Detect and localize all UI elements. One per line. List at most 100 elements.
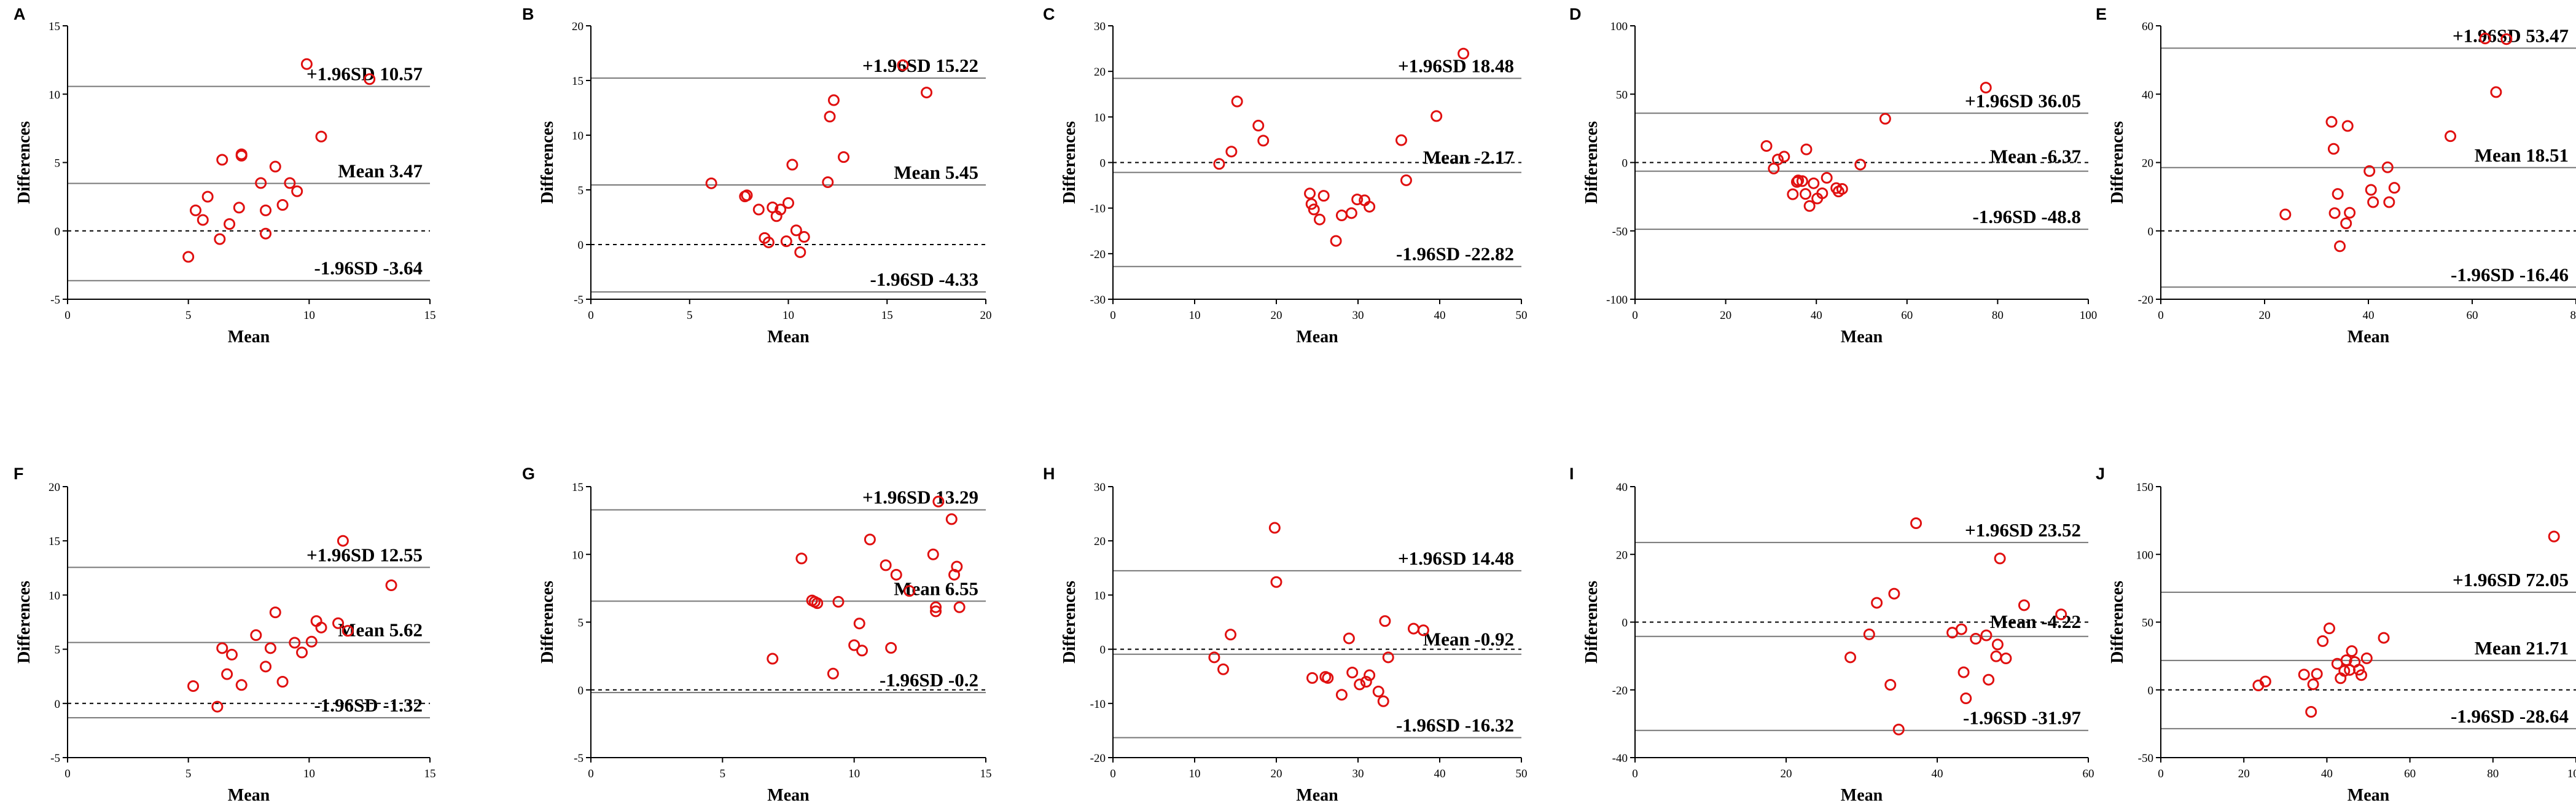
upper-loa-label: +1.96SD 18.48 xyxy=(1398,55,1514,76)
x-tick-label: 10 xyxy=(1189,767,1201,780)
data-point xyxy=(2344,206,2356,219)
panel-j: J 0 20 40 60 80 100 -50 0 50 100 150 Mean Differences… xyxy=(2096,465,2576,805)
y-tick-label: -5 xyxy=(574,752,584,765)
lower-loa-label: -1.96SD -0.2 xyxy=(880,669,978,691)
data-point xyxy=(2500,33,2513,45)
data-point xyxy=(289,637,301,649)
y-tick-label: 0 xyxy=(2148,684,2154,697)
data-point xyxy=(2367,196,2379,208)
data-point xyxy=(1305,198,1317,210)
y-tick-label: 40 xyxy=(2142,88,2153,101)
x-tick-label: 5 xyxy=(687,309,693,322)
x-tick-label: 40 xyxy=(1932,767,1943,780)
data-point xyxy=(2479,33,2491,45)
y-tick-label: 0 xyxy=(1100,157,1106,170)
data-point xyxy=(932,495,945,508)
data-point xyxy=(201,190,214,203)
y-tick-label: 5 xyxy=(55,157,61,170)
x-tick-label: 60 xyxy=(2083,767,2094,780)
x-tick-label: 80 xyxy=(2487,767,2499,780)
data-point xyxy=(1863,628,1875,640)
data-point xyxy=(315,621,327,633)
data-point xyxy=(2338,665,2351,677)
data-point xyxy=(795,552,808,565)
x-axis-title: Mean xyxy=(228,786,270,805)
data-point xyxy=(1991,638,2004,651)
data-point xyxy=(1836,182,1848,195)
data-point xyxy=(2298,669,2310,681)
data-point xyxy=(2279,208,2292,221)
x-tick-label: 30 xyxy=(1352,309,1364,322)
y-tick-label: 5 xyxy=(578,617,584,630)
panel-b: B 0 5 10 15 20 -5 0 5 10 15 20 Mean Differences +1.96S… xyxy=(522,5,992,347)
data-point xyxy=(224,218,236,230)
data-point xyxy=(2355,669,2368,681)
x-tick-label: 100 xyxy=(2567,767,2576,780)
data-point xyxy=(1790,176,1803,188)
data-point xyxy=(1270,576,1282,588)
x-tick-label: 80 xyxy=(2570,309,2576,322)
data-point xyxy=(1792,175,1805,187)
data-point xyxy=(2259,675,2271,688)
data-point xyxy=(364,73,376,85)
data-point xyxy=(1351,194,1364,206)
x-tick-label: 5 xyxy=(185,767,192,780)
y-axis-title: Differences xyxy=(15,581,34,664)
x-tick-label: 10 xyxy=(848,767,860,780)
y-tick-label: -40 xyxy=(1612,752,1628,765)
data-point xyxy=(1306,672,1319,684)
data-point xyxy=(1225,629,1237,641)
data-point xyxy=(250,629,262,641)
data-point xyxy=(1892,723,1905,735)
panel-letter: D xyxy=(1569,5,1582,23)
y-axis-title: Differences xyxy=(15,121,34,204)
y-axis-title: Differences xyxy=(2108,121,2127,204)
data-point xyxy=(1322,672,1334,684)
x-tick-label: 0 xyxy=(1632,309,1638,322)
x-tick-label: 20 xyxy=(1271,767,1282,780)
x-tick-label: 40 xyxy=(2363,309,2375,322)
data-point xyxy=(741,189,753,202)
x-tick-label: 20 xyxy=(2238,767,2250,780)
x-tick-label: 0 xyxy=(588,767,594,780)
x-tick-label: 0 xyxy=(1632,767,1638,780)
data-point xyxy=(1268,522,1281,534)
lower-loa-label: -1.96SD -16.46 xyxy=(2451,264,2569,285)
data-point xyxy=(2363,165,2376,177)
mean-label: Mean -0.92 xyxy=(1423,629,1514,650)
y-tick-label: 10 xyxy=(49,88,60,101)
data-point xyxy=(2334,240,2346,253)
data-point xyxy=(827,667,839,680)
y-tick-label: 100 xyxy=(2136,549,2154,562)
x-tick-label: 10 xyxy=(303,767,315,780)
data-point xyxy=(216,642,228,654)
y-tick-label: 5 xyxy=(578,184,584,197)
x-tick-label: 60 xyxy=(1901,309,1913,322)
data-point xyxy=(315,130,327,143)
data-point xyxy=(2383,196,2395,208)
data-point xyxy=(385,579,397,592)
x-tick-label: 20 xyxy=(980,309,992,322)
data-point xyxy=(1888,587,1900,600)
data-point xyxy=(264,642,276,654)
mean-label: Mean 5.45 xyxy=(894,162,978,183)
y-tick-label: 150 xyxy=(2136,481,2154,494)
data-point xyxy=(1430,110,1443,122)
x-axis-title: Mean xyxy=(1296,786,1338,805)
data-point xyxy=(2346,645,2358,657)
panel-letter: G xyxy=(522,465,535,483)
data-point xyxy=(930,605,942,618)
data-point xyxy=(1879,112,1891,125)
data-point xyxy=(2325,116,2338,128)
data-point xyxy=(1787,188,1799,200)
lower-loa-label: -1.96SD -28.64 xyxy=(2451,705,2569,727)
panel-i: I 0 20 40 60 -40 -20 0 20 40 Mean Differences +1.96S… xyxy=(1569,465,2094,805)
y-tick-label: 10 xyxy=(1094,111,1106,124)
y-axis-title: Differences xyxy=(1060,121,1079,204)
y-tick-label: -20 xyxy=(1090,752,1106,765)
data-point xyxy=(2352,664,2365,676)
x-tick-label: 0 xyxy=(1110,767,1116,780)
data-point xyxy=(1760,140,1773,152)
x-tick-label: 50 xyxy=(1516,767,1528,780)
